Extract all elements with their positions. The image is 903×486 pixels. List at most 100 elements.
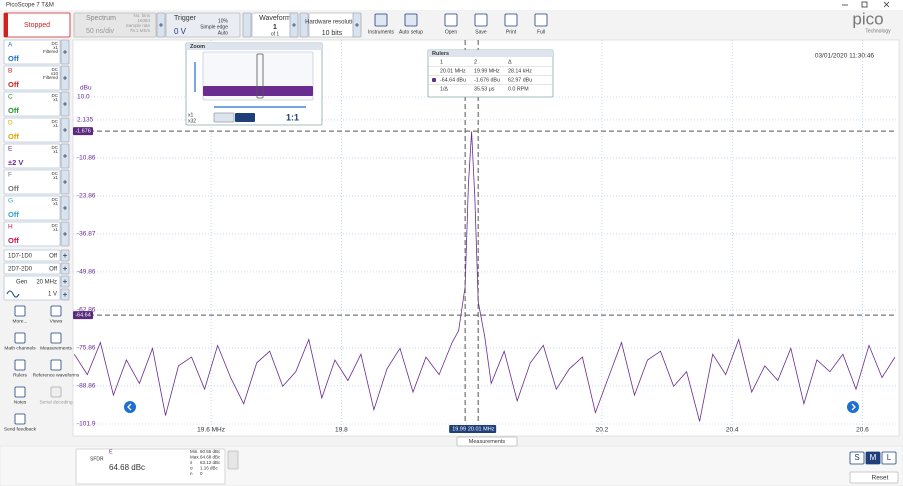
trigger-level: 10% — [218, 18, 229, 24]
sine-icon — [6, 290, 20, 298]
plus-icon — [63, 102, 67, 106]
tool-icon[interactable] — [14, 413, 26, 425]
table-cell: 35.53 μs — [474, 86, 495, 92]
size-button[interactable] — [881, 451, 897, 465]
y-tick-label: -88.86 — [77, 383, 96, 390]
channel-box[interactable] — [3, 221, 61, 247]
waveform-value: 1 — [273, 24, 277, 31]
channel-box[interactable] — [3, 39, 61, 65]
ruler-label-box — [449, 425, 470, 433]
plus-icon — [63, 50, 67, 54]
y-tick-label: -49.86 — [77, 269, 96, 276]
trigger-mode: Auto — [218, 30, 229, 36]
table-cell: -1.676 dBu — [474, 77, 500, 83]
tool-icon[interactable] — [14, 305, 26, 317]
channel-state: Off — [8, 106, 19, 115]
channel-state: Off — [8, 236, 19, 245]
tool-icon[interactable] — [50, 332, 62, 344]
channel-box[interactable] — [3, 117, 61, 143]
plus-icon — [63, 232, 67, 236]
size-button-label: S — [854, 453, 859, 462]
ruler-label: 19.99 — [452, 426, 466, 432]
tool-icon[interactable] — [50, 359, 62, 371]
delete-button[interactable] — [227, 450, 239, 470]
channel-box[interactable] — [3, 169, 61, 195]
ruler-label: -64.64 — [75, 313, 91, 319]
zoom-max: x32 — [188, 118, 196, 124]
minus-button[interactable] — [299, 12, 309, 38]
channel-state: ±2 V — [8, 158, 23, 167]
digital-box[interactable] — [3, 249, 61, 262]
mode-label: Spectrum — [86, 15, 116, 22]
y-tick-label: -36.87 — [77, 231, 96, 238]
stat-value: 1.16 dBc — [200, 466, 219, 471]
row-swatch — [432, 78, 436, 82]
nav-button[interactable] — [847, 401, 859, 413]
channel-name: B — [8, 68, 12, 75]
channel-box[interactable] — [3, 65, 61, 91]
table-cell: 20.01 MHz — [440, 68, 466, 74]
channel-state: Off — [8, 132, 19, 141]
ruler-label-box — [73, 311, 93, 320]
size-button[interactable] — [865, 451, 881, 465]
table-cell: 62.97 dBu — [508, 77, 532, 83]
y-tick-label: -75.86 — [77, 345, 96, 352]
reset-button[interactable] — [849, 471, 899, 484]
channel-coupling: DC — [52, 197, 59, 202]
window-controls[interactable] — [842, 1, 890, 8]
measurement-card[interactable] — [75, 448, 226, 485]
toolbar-icon[interactable] — [374, 13, 388, 27]
channel-name: E — [8, 146, 13, 153]
table-cell: 1/Δ — [440, 86, 448, 92]
digital-name: 1D7-1D0 — [8, 254, 33, 260]
measurements-tab[interactable] — [456, 436, 518, 447]
mode-box[interactable] — [73, 12, 157, 38]
zoom-selection[interactable] — [256, 53, 264, 99]
trace — [73, 131, 896, 422]
channel-state: Off — [8, 80, 19, 89]
tool-icon[interactable] — [50, 305, 62, 317]
stat-label: Min. — [190, 449, 199, 454]
tool-icon[interactable] — [14, 359, 26, 371]
toolbar-icon[interactable] — [444, 13, 458, 27]
tool-label: Math channels — [4, 345, 36, 351]
x-tick-label: 19.6 MHz — [197, 427, 225, 434]
tool-label: Serial decoding — [39, 399, 72, 405]
pan-tool[interactable] — [235, 113, 255, 122]
channel-box[interactable] — [3, 195, 61, 221]
zoom-overview-trace — [203, 86, 313, 96]
channel-box[interactable] — [3, 143, 61, 169]
ruler-label: 20.01 MHz — [468, 426, 495, 432]
channel-box[interactable] — [3, 91, 61, 117]
plus-icon — [63, 279, 67, 284]
channel-probe: x1 — [53, 149, 58, 154]
toolbar-icon[interactable] — [474, 13, 488, 27]
zoom-tool[interactable] — [213, 112, 235, 123]
table-cell: -64.64 dBu — [440, 77, 466, 83]
digital-name: 2D7-2D0 — [8, 267, 33, 273]
toolbar-icon[interactable] — [534, 13, 548, 27]
plus-icon — [292, 23, 296, 27]
table-header: 1 — [440, 59, 443, 65]
plus-icon — [159, 23, 163, 27]
channel-coupling: DC — [52, 223, 59, 228]
nav-button[interactable] — [124, 401, 136, 413]
generator-box[interactable] — [3, 275, 61, 301]
toolbar-icon[interactable] — [404, 13, 418, 27]
channel-name: F — [8, 172, 12, 179]
minus-button[interactable] — [242, 12, 252, 38]
tool-icon[interactable] — [14, 386, 26, 398]
channel-probe: x1 — [53, 201, 58, 206]
channel-state: Off — [8, 184, 19, 193]
digital-box[interactable] — [3, 262, 61, 275]
channel-state: Off — [8, 54, 19, 63]
trigger-box[interactable] — [165, 12, 241, 38]
toolbar-icon[interactable] — [504, 13, 518, 27]
stat-label: n — [190, 471, 193, 476]
x-tick-label: 20.4 — [726, 427, 739, 434]
digital-state: Off — [49, 254, 57, 260]
x-tick-label: 20.2 — [596, 427, 609, 434]
tool-icon[interactable] — [14, 332, 26, 344]
tool-icon[interactable] — [50, 386, 62, 398]
size-button[interactable] — [849, 451, 865, 465]
